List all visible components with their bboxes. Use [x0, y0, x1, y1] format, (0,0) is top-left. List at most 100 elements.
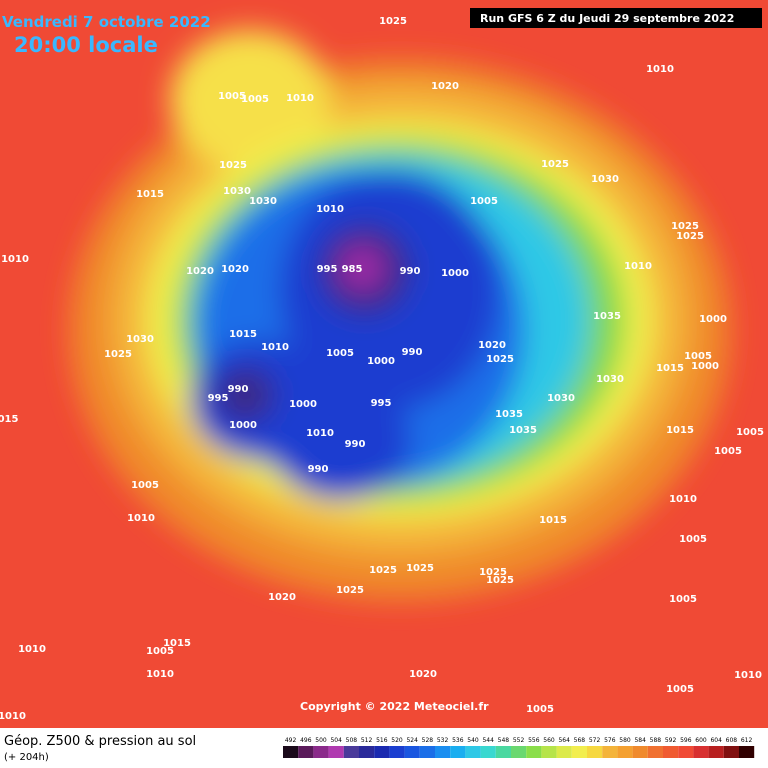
- isobar-label: 1030: [596, 374, 624, 385]
- isobar-label: 1030: [249, 196, 277, 207]
- scale-swatch: [343, 746, 359, 758]
- isobar-label: 990: [345, 439, 366, 450]
- scale-swatch: [541, 746, 557, 758]
- isobar-label: 1025: [479, 567, 507, 578]
- isobar-label: 1000: [289, 399, 317, 410]
- scale-swatch: [602, 746, 618, 758]
- scale-label: 516: [376, 737, 388, 744]
- scale-swatch: [526, 746, 542, 758]
- isobar-label: 1025: [486, 354, 514, 365]
- scale-label: 560: [543, 737, 555, 744]
- isobar-label: 1035: [509, 425, 537, 436]
- scale-swatch: [723, 746, 739, 758]
- scale-swatch: [450, 746, 466, 758]
- isobar-label: 1005: [679, 534, 707, 545]
- isobar-label: 990: [402, 347, 423, 358]
- scale-label: 552: [513, 737, 525, 744]
- isobar-label: 1005: [669, 594, 697, 605]
- isobar-label: 1025: [406, 563, 434, 574]
- isobar-label: 015: [0, 414, 18, 425]
- isobar-label: 995: [208, 393, 229, 404]
- isobar-label: 1015: [136, 189, 164, 200]
- map-field: [0, 0, 768, 728]
- isobar-label: 1000: [367, 356, 395, 367]
- isobar-label: 1010: [286, 93, 314, 104]
- isobar-label: 1010: [146, 669, 174, 680]
- scale-swatch: [693, 746, 709, 758]
- scale-label: 564: [558, 737, 570, 744]
- isobar-label: 1025: [541, 159, 569, 170]
- scale-label: 520: [391, 737, 403, 744]
- scale-label: 524: [406, 737, 418, 744]
- scale-label: 536: [452, 737, 464, 744]
- scale-label: 532: [437, 737, 449, 744]
- isobar-label: 1010: [1, 254, 29, 265]
- scale-swatch: [359, 746, 375, 758]
- isobar-label: 1005: [666, 684, 694, 695]
- scale-swatch: [298, 746, 314, 758]
- time: 20:00 locale: [14, 33, 158, 57]
- footer-lead: (+ 204h): [4, 752, 49, 763]
- isobar-label: 1010: [669, 494, 697, 505]
- isobar-label: 1020: [186, 266, 214, 277]
- isobar-label: 990: [400, 266, 421, 277]
- scale-swatch: [374, 746, 390, 758]
- isobar-label: 1025: [369, 565, 397, 576]
- isobar-label: 1005: [526, 704, 554, 715]
- isobar-label: 1005: [326, 348, 354, 359]
- run-box: [470, 8, 762, 28]
- scale-swatch: [495, 746, 511, 758]
- scale-swatch: [556, 746, 572, 758]
- scale-label: 500: [315, 737, 327, 744]
- scale-label: 600: [695, 737, 707, 744]
- scale-label: 512: [361, 737, 373, 744]
- isobar-label: 995: [317, 264, 338, 275]
- isobar-label: 1010: [316, 204, 344, 215]
- scale-label: 492: [285, 737, 297, 744]
- isobar-label: 1020: [268, 592, 296, 603]
- isobar-label: 1000: [691, 361, 719, 372]
- isobar-label: 1035: [495, 409, 523, 420]
- isobar-label: 1005: [218, 91, 246, 102]
- isobar-label: 1005: [131, 480, 159, 491]
- isobar-label: 1005: [684, 351, 712, 362]
- scale-label: 576: [604, 737, 616, 744]
- scale-label: 580: [619, 737, 631, 744]
- scale-swatch: [389, 746, 405, 758]
- isobar-label: 1030: [126, 334, 154, 345]
- scale-label: 528: [422, 737, 434, 744]
- isobar-label: 1010: [18, 644, 46, 655]
- footer-title: Géop. Z500 & pression au sol: [4, 734, 196, 749]
- isobar-label: 1010: [127, 513, 155, 524]
- isobar-label: 1000: [699, 314, 727, 325]
- isobar-label: 1005: [736, 427, 764, 438]
- scale-label: 556: [528, 737, 540, 744]
- isobar-label: 1020: [478, 340, 506, 351]
- scale-swatch: [404, 746, 420, 758]
- isobar-label: 1005: [470, 196, 498, 207]
- isobar-label: 1025: [219, 160, 247, 171]
- scale-label: 548: [498, 737, 510, 744]
- scale-label: 568: [574, 737, 586, 744]
- scale-swatch: [571, 746, 587, 758]
- run-info: Run GFS 6 Z du Jeudi 29 septembre 2022: [480, 12, 734, 25]
- isobar-label: 1010: [0, 711, 26, 722]
- scale-label: 588: [650, 737, 662, 744]
- isobar-label: 1010: [306, 428, 334, 439]
- scale-swatch: [435, 746, 451, 758]
- isobar-label: 1030: [547, 393, 575, 404]
- isobar-label: 1025: [671, 221, 699, 232]
- isobar-label: 1015: [666, 425, 694, 436]
- scale-label: 544: [482, 737, 494, 744]
- isobar-label: 1020: [409, 669, 437, 680]
- scale-swatch: [511, 746, 527, 758]
- isobar-label: 1010: [646, 64, 674, 75]
- scale-swatch: [587, 746, 603, 758]
- scale-swatch: [313, 746, 329, 758]
- isobar-label: 1025: [336, 585, 364, 596]
- isobar-label: 1030: [591, 174, 619, 185]
- scale-label: 584: [634, 737, 646, 744]
- scale-label: 508: [346, 737, 358, 744]
- scale-swatch: [480, 746, 496, 758]
